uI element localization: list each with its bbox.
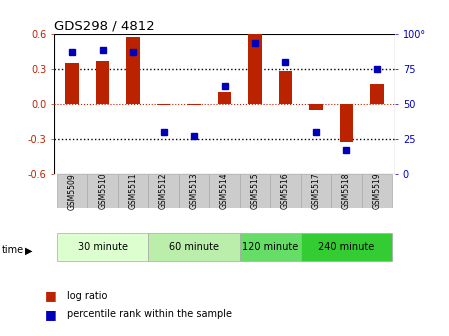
Bar bbox=[88, 174, 118, 208]
Text: GDS298 / 4812: GDS298 / 4812 bbox=[54, 19, 154, 33]
Text: GSM5511: GSM5511 bbox=[128, 173, 137, 209]
Bar bbox=[370, 84, 384, 104]
Bar bbox=[209, 174, 240, 208]
Text: GSM5512: GSM5512 bbox=[159, 173, 168, 209]
Text: log ratio: log ratio bbox=[67, 291, 108, 301]
Text: percentile rank within the sample: percentile rank within the sample bbox=[67, 309, 232, 319]
Text: ▶: ▶ bbox=[25, 245, 32, 255]
Bar bbox=[278, 71, 292, 104]
Bar bbox=[118, 174, 148, 208]
Text: GSM5519: GSM5519 bbox=[372, 173, 381, 209]
Bar bbox=[309, 104, 323, 110]
Text: GSM5515: GSM5515 bbox=[251, 173, 260, 209]
Bar bbox=[270, 174, 301, 208]
Bar bbox=[96, 60, 110, 104]
Text: GSM5513: GSM5513 bbox=[189, 173, 198, 209]
Text: GSM5516: GSM5516 bbox=[281, 173, 290, 209]
Text: GSM5510: GSM5510 bbox=[98, 173, 107, 209]
Text: GSM5517: GSM5517 bbox=[312, 173, 321, 209]
Bar bbox=[361, 174, 392, 208]
Bar bbox=[240, 233, 301, 261]
Text: 120 minute: 120 minute bbox=[242, 242, 298, 252]
Text: GSM5518: GSM5518 bbox=[342, 173, 351, 209]
Text: GSM5514: GSM5514 bbox=[220, 173, 229, 209]
Bar bbox=[126, 37, 140, 104]
Bar bbox=[179, 174, 209, 208]
Bar bbox=[218, 92, 231, 104]
Bar bbox=[301, 174, 331, 208]
Text: 30 minute: 30 minute bbox=[78, 242, 128, 252]
Bar bbox=[57, 233, 148, 261]
Text: ■: ■ bbox=[45, 289, 57, 302]
Text: ■: ■ bbox=[45, 308, 57, 321]
Bar bbox=[248, 34, 262, 104]
Bar bbox=[331, 174, 361, 208]
Text: time: time bbox=[2, 245, 24, 255]
Text: 240 minute: 240 minute bbox=[318, 242, 374, 252]
Text: 60 minute: 60 minute bbox=[169, 242, 219, 252]
Bar bbox=[301, 233, 392, 261]
Bar bbox=[339, 104, 353, 142]
Bar bbox=[148, 174, 179, 208]
Text: GSM5509: GSM5509 bbox=[68, 173, 77, 210]
Bar bbox=[57, 174, 88, 208]
Bar bbox=[187, 104, 201, 105]
Bar bbox=[157, 104, 171, 105]
Bar bbox=[148, 233, 240, 261]
Bar bbox=[65, 63, 79, 104]
Bar bbox=[240, 174, 270, 208]
